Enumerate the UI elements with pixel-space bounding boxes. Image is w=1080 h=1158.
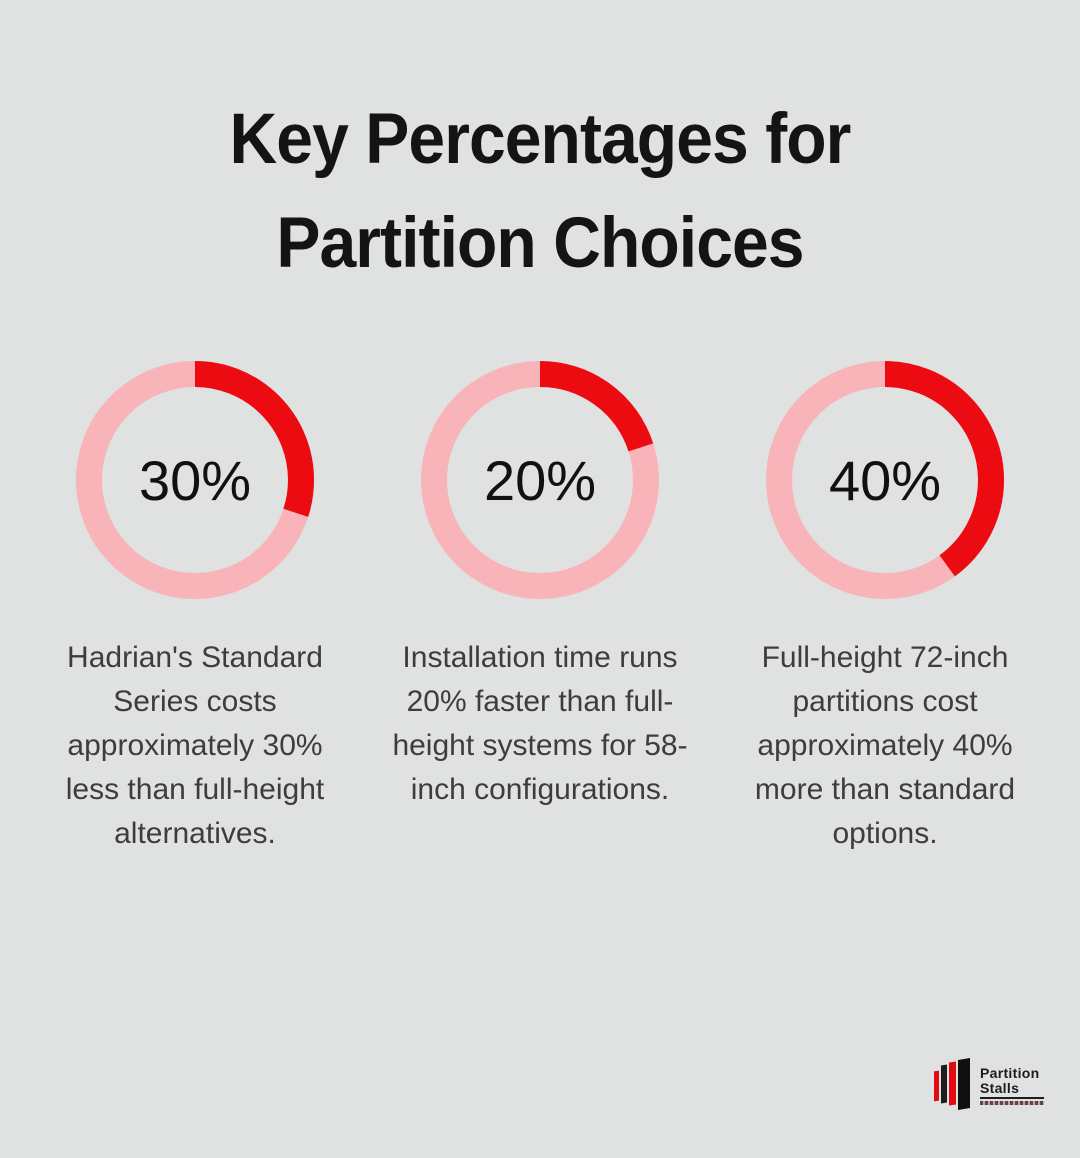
page-title-line2: Partition Choices [276, 204, 804, 283]
donut-chart-20: 20% [420, 360, 660, 600]
donut-center-label: 30% [138, 448, 252, 512]
page-title-line1: Key Percentages for [229, 100, 852, 179]
logo-underline [980, 1097, 1044, 1099]
stat-description: Hadrian's Standard Series costs approxim… [65, 641, 325, 850]
donut-value-arc [766, 361, 1004, 599]
donut-svg [766, 361, 1004, 599]
stat-column-1: 30% Hadrian's Standard Series costs appr… [40, 360, 350, 886]
logo-name-line1: Partition [980, 1065, 1040, 1081]
stat-column-3: 40% Full-height 72-inch partitions cost … [730, 360, 1040, 886]
donut-chart-30: 30% [75, 360, 315, 600]
logo-name-line2: Stalls [980, 1080, 1020, 1096]
page-title: Key Percentages for Partition Choices [0, 88, 1080, 296]
logo-text: Partition Stalls [980, 1057, 1044, 1105]
stat-description: Installation time runs 20% faster than f… [392, 641, 688, 806]
logo-panel-bar [941, 1064, 947, 1104]
partition-panels-icon [934, 1057, 972, 1110]
logo-panel-bar [949, 1061, 956, 1106]
donut-chart-40: 40% [765, 360, 1005, 600]
infographic-page: { "page": { "background_color": "#e0e1e1… [0, 88, 1080, 1158]
donut-center-label: 20% [483, 448, 597, 512]
logo-tagline-strip [980, 1101, 1044, 1105]
donut-svg [421, 361, 659, 599]
stat-column-2: 20% Installation time runs 20% faster th… [385, 360, 695, 886]
stats-row: 30% Hadrian's Standard Series costs appr… [0, 360, 1080, 886]
brand-logo: Partition Stalls [934, 1057, 1044, 1110]
donut-center-label: 40% [828, 448, 942, 512]
donut-svg [76, 361, 314, 599]
donut-value-arc [76, 361, 314, 599]
stat-description: Full-height 72-inch partitions cost appr… [754, 641, 1016, 850]
logo-panel-bar [958, 1058, 970, 1110]
donut-value-arc [421, 361, 659, 599]
logo-panel-bar [934, 1070, 939, 1102]
